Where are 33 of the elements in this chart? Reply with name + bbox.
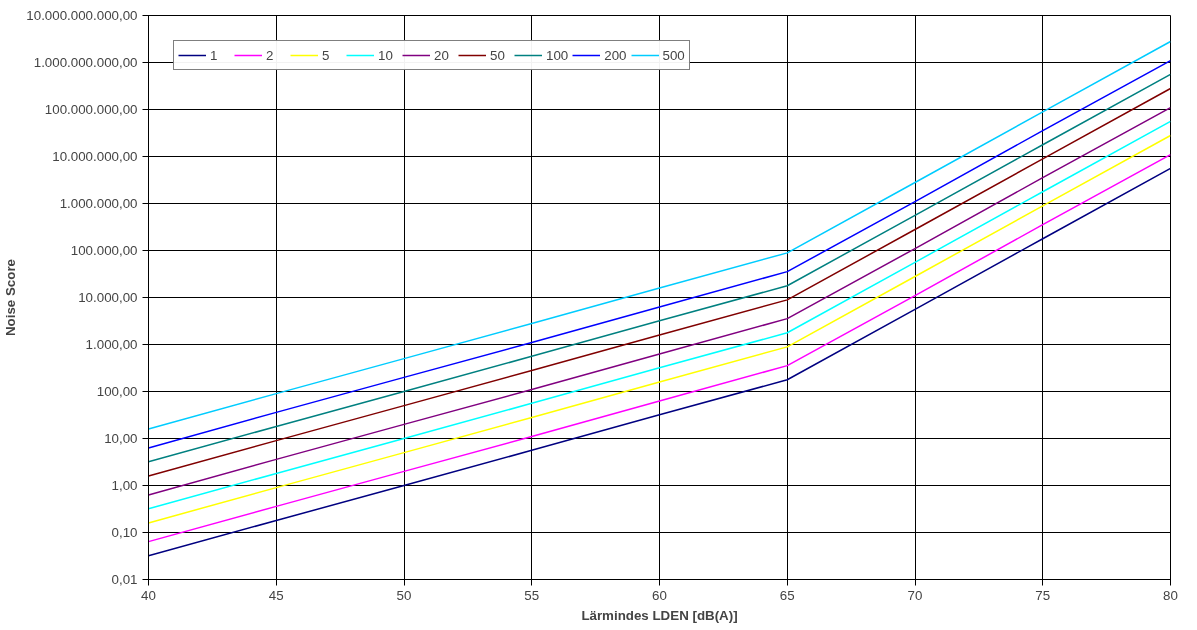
y-tick-label: 1.000,00 bbox=[85, 337, 138, 352]
y-tick-label: 10.000,00 bbox=[78, 290, 138, 305]
y-tick-label: 100,00 bbox=[96, 384, 138, 399]
y-tick-label: 0,01 bbox=[111, 572, 138, 587]
y-tick-label: 1.000.000.000,00 bbox=[33, 55, 138, 70]
y-tick-label: 1.000.000,00 bbox=[59, 196, 138, 211]
x-tick-label: 75 bbox=[1035, 587, 1051, 603]
legend-label: 100 bbox=[546, 47, 569, 63]
legend-label: 20 bbox=[434, 47, 450, 63]
legend-label: 200 bbox=[604, 47, 627, 63]
y-tick-label: 10.000.000,00 bbox=[52, 149, 138, 164]
x-tick-label: 45 bbox=[268, 587, 284, 603]
y-tick-label: 0,10 bbox=[111, 525, 138, 540]
y-tick-label: 1,00 bbox=[111, 478, 138, 493]
x-tick-label: 40 bbox=[141, 587, 156, 603]
legend-label: 2 bbox=[266, 47, 275, 63]
y-tick-label: 100.000,00 bbox=[70, 243, 138, 258]
legend-label: 50 bbox=[490, 47, 506, 63]
legend-label: 1 bbox=[210, 47, 219, 63]
y-axis-title: Noise Score bbox=[3, 258, 19, 337]
x-tick-label: 50 bbox=[396, 587, 412, 603]
x-tick-label: 80 bbox=[1163, 587, 1178, 603]
x-tick-label: 55 bbox=[524, 587, 540, 603]
legend-label: 500 bbox=[662, 47, 685, 63]
y-tick-label: 10.000.000.000,00 bbox=[26, 8, 138, 23]
legend-label: 10 bbox=[378, 47, 394, 63]
y-tick-label: 10,00 bbox=[104, 431, 138, 446]
x-tick-label: 60 bbox=[652, 587, 667, 603]
legend-label: 5 bbox=[322, 47, 331, 63]
x-axis-title: Lärmindes LDEN [dB(A)] bbox=[581, 607, 738, 623]
y-tick-label: 100.000.000,00 bbox=[44, 102, 138, 117]
x-tick-label: 65 bbox=[779, 587, 795, 603]
x-tick-label: 70 bbox=[907, 587, 923, 603]
